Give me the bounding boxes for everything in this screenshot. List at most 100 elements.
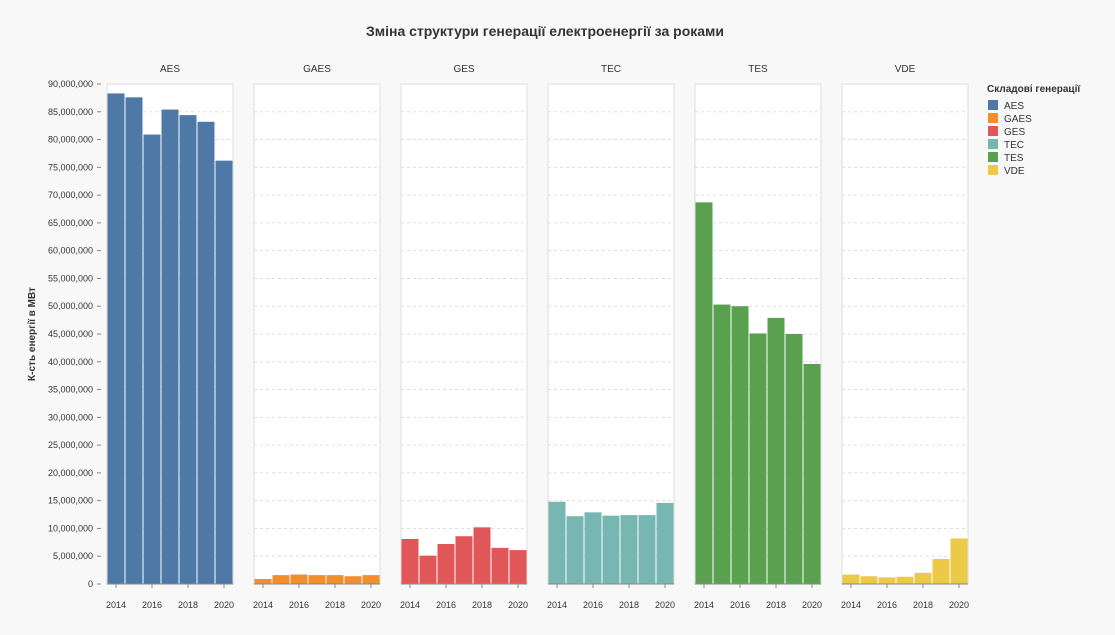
bar-aes-2019 — [197, 121, 215, 585]
y-axis-label: К-сть енергії в МВт — [27, 287, 38, 381]
x-tick-label: 2018 — [619, 600, 639, 610]
legend-label: TEC — [1004, 140, 1024, 151]
legend: Складові генерації AES GAES GES TEC TES VDE — [987, 84, 1080, 177]
y-tick-label: 75,000,000 — [48, 162, 93, 172]
bar-ges-2016 — [437, 544, 455, 584]
x-tick-label: 2020 — [214, 600, 234, 610]
x-tick-label: 2016 — [877, 600, 897, 610]
y-tick-label: 50,000,000 — [48, 301, 93, 311]
bar-gaes-2019 — [344, 576, 362, 584]
bar-vde-2017 — [896, 576, 914, 584]
x-tick-label: 2016 — [436, 600, 456, 610]
y-tick-label: 80,000,000 — [48, 135, 93, 145]
legend-item-aes: AES — [988, 100, 1024, 112]
x-tick-label: 2014 — [694, 600, 714, 610]
x-tick-label: 2014 — [106, 600, 126, 610]
bar-vde-2019 — [932, 559, 950, 584]
x-tick-label: 2014 — [400, 600, 420, 610]
x-tick-label: 2014 — [547, 600, 567, 610]
x-tick-label: 2018 — [325, 600, 345, 610]
y-tick-label: 70,000,000 — [48, 190, 93, 200]
x-tick-label: 2016 — [142, 600, 162, 610]
bar-tec-2019 — [638, 515, 656, 584]
facet-tec: TEC 2014 2016 2018 2020 — [547, 64, 675, 610]
y-tick-label: 35,000,000 — [48, 385, 93, 395]
bar-ges-2018 — [473, 527, 491, 584]
bar-aes-2016 — [143, 134, 161, 585]
y-tick-label: 45,000,000 — [48, 329, 93, 339]
bar-tes-2018 — [767, 317, 785, 584]
bar-tes-2016 — [731, 306, 749, 584]
y-tick-label: 20,000,000 — [48, 468, 93, 478]
bar-tec-2015 — [566, 516, 584, 584]
bar-gaes-2016 — [290, 574, 308, 584]
y-tick-label: 10,000,000 — [48, 523, 93, 533]
facet-ges: GES 2014 2016 2018 2020 — [400, 64, 528, 610]
legend-label: AES — [1004, 101, 1024, 112]
legend-item-tes: TES — [988, 152, 1024, 164]
bar-gaes-2015 — [272, 575, 290, 584]
legend-item-vde: VDE — [988, 165, 1025, 177]
y-tick-label: 15,000,000 — [48, 496, 93, 506]
x-tick-label: 2018 — [913, 600, 933, 610]
bar-vde-2018 — [914, 572, 932, 584]
facet-label: AES — [160, 64, 180, 75]
legend-label: GES — [1004, 127, 1025, 138]
x-tick-label: 2020 — [655, 600, 675, 610]
x-tick-label: 2018 — [766, 600, 786, 610]
x-tick-label: 2014 — [841, 600, 861, 610]
bar-aes-2014 — [107, 93, 125, 584]
bar-tes-2014 — [695, 202, 713, 585]
legend-label: TES — [1004, 153, 1024, 164]
bar-gaes-2017 — [308, 575, 326, 584]
x-tick-label: 2016 — [730, 600, 750, 610]
bar-ges-2014 — [401, 539, 419, 584]
bar-aes-2015 — [125, 97, 143, 584]
bar-tes-2019 — [785, 334, 803, 584]
chart-title: Зміна структури генерації електроенергії… — [366, 23, 724, 39]
bar-gaes-2014 — [254, 579, 272, 584]
legend-label: GAES — [1004, 114, 1032, 125]
bar-ges-2019 — [491, 547, 509, 584]
bar-vde-2014 — [842, 574, 860, 584]
bar-vde-2016 — [878, 577, 896, 584]
bar-tes-2017 — [749, 333, 767, 584]
legend-item-ges: GES — [988, 126, 1025, 138]
bar-ges-2020 — [509, 550, 527, 584]
legend-swatch — [988, 126, 998, 136]
y-tick-label: 65,000,000 — [48, 218, 93, 228]
y-tick-label: 5,000,000 — [53, 551, 93, 561]
facet-label: GAES — [303, 64, 331, 75]
x-tick-label: 2020 — [802, 600, 822, 610]
x-tick-label: 2014 — [253, 600, 273, 610]
legend-item-gaes: GAES — [988, 113, 1032, 125]
bar-aes-2018 — [179, 115, 197, 584]
bar-ges-2017 — [455, 536, 473, 584]
x-tick-label: 2016 — [289, 600, 309, 610]
x-tick-label: 2016 — [583, 600, 603, 610]
bar-tec-2020 — [656, 502, 674, 584]
bar-gaes-2020 — [362, 575, 380, 584]
x-tick-label: 2018 — [178, 600, 198, 610]
bar-tec-2014 — [548, 501, 566, 584]
bar-aes-2020 — [215, 160, 233, 584]
legend-swatch — [988, 165, 998, 175]
y-tick-label: 30,000,000 — [48, 412, 93, 422]
x-tick-label: 2018 — [472, 600, 492, 610]
y-tick-label: 85,000,000 — [48, 107, 93, 117]
legend-label: VDE — [1004, 166, 1025, 177]
bar-tec-2016 — [584, 512, 602, 584]
x-tick-label: 2020 — [508, 600, 528, 610]
legend-title: Складові генерації — [987, 84, 1080, 95]
bar-ges-2015 — [419, 555, 437, 584]
bar-tec-2017 — [602, 515, 620, 584]
bar-aes-2017 — [161, 109, 179, 585]
bar-tec-2018 — [620, 515, 638, 584]
facet-label: VDE — [895, 64, 916, 75]
legend-swatch — [988, 113, 998, 123]
y-tick-label: 40,000,000 — [48, 357, 93, 367]
y-tick-label: 55,000,000 — [48, 273, 93, 283]
facet-tes: TES 2014 2016 2018 2020 — [694, 64, 822, 610]
